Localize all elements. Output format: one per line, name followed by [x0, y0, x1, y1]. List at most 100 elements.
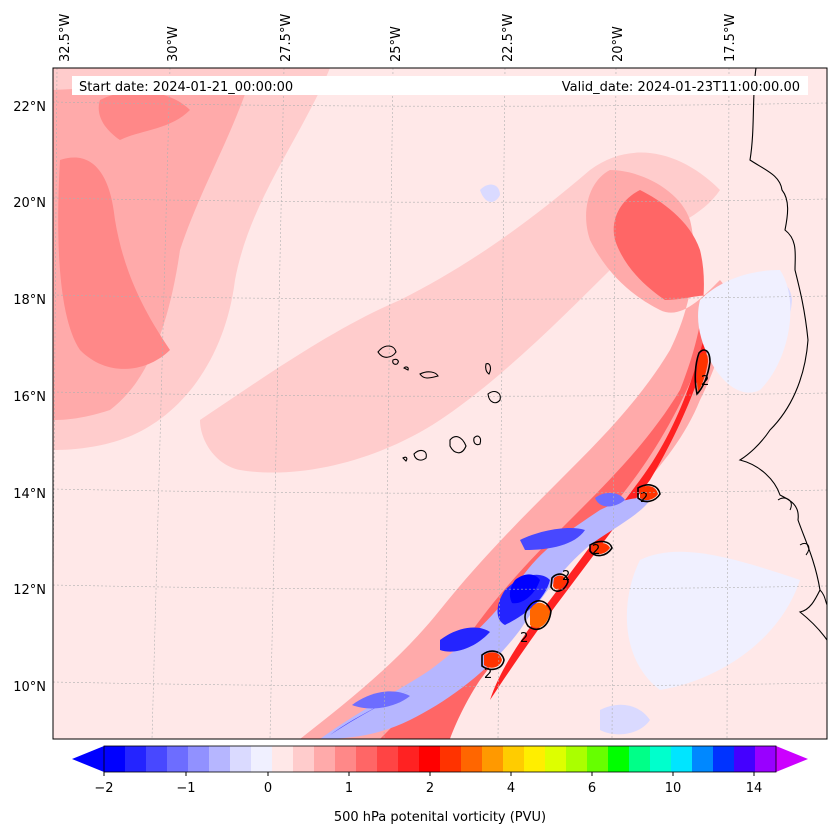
africa-coastline	[738, 68, 827, 641]
pv-core-5	[640, 486, 658, 501]
colorbar-swatch-30	[734, 746, 756, 772]
colorbar-swatch-18	[482, 746, 504, 772]
colorbar-swatch-27	[671, 746, 693, 772]
start-date: Start date: 2024-01-21_00:00:00	[79, 80, 293, 95]
cbar-tick-label-3: 1	[345, 781, 353, 796]
colorbar-outline	[103, 745, 777, 773]
colorbar-swatch-25	[629, 746, 651, 772]
cbar-tick-label-4: 2	[426, 781, 434, 796]
lat-label-16: 16°N	[13, 390, 46, 405]
pv-contour-2	[481, 650, 505, 671]
colorbar-swatch-9	[293, 746, 315, 772]
lon-label-22-5: 22.5°W	[501, 14, 516, 62]
colorbar-swatch-20	[524, 746, 546, 772]
colorbar-swatch-15	[419, 746, 441, 772]
pv-negative-blob-3	[520, 528, 585, 550]
pv-field: 2 2 2 2 2 2	[53, 68, 827, 739]
colorbar-swatch-23	[587, 746, 609, 772]
lat-label-14: 14°N	[13, 487, 46, 502]
pv-2-contours	[481, 349, 711, 671]
pv-negative-southeast	[626, 551, 800, 690]
colorbar-swatch-11	[335, 746, 357, 772]
pv-region-west-inner	[58, 157, 170, 369]
pv-negative-north-1	[480, 184, 500, 202]
colorbar-swatch-0	[104, 746, 126, 772]
lon-label-25: 25°W	[389, 26, 404, 62]
colorbar-swatch-10	[314, 746, 336, 772]
cbar-tick-label-6: 6	[588, 781, 596, 796]
contour-label-1: 2	[701, 374, 709, 389]
colorbar-title: 500 hPa potenital vorticity (PVU)	[334, 810, 546, 825]
pv-core-3	[553, 575, 566, 590]
lon-label-32-5: 32.5°W	[58, 14, 73, 62]
lon-label-17-5: 17.5°W	[723, 14, 738, 62]
colorbar-swatches	[104, 746, 777, 772]
pv-negative-blob-5	[440, 627, 490, 652]
contour-label-5: 2	[520, 631, 528, 646]
colorbar-swatch-17	[461, 746, 483, 772]
latitude-labels: 22°N 20°N 18°N 16°N 14°N 12°N 10°N	[13, 100, 46, 695]
cbar-tick-label-5: 4	[507, 781, 515, 796]
colorbar-swatch-7	[251, 746, 273, 772]
cbar-tick-label-8: 14	[746, 781, 763, 796]
colorbar-swatch-1	[125, 746, 147, 772]
lat-label-10: 10°N	[13, 680, 46, 695]
date-banner	[72, 76, 808, 95]
pv-streamer-mid	[380, 190, 715, 739]
colorbar-extend-high	[776, 746, 808, 772]
pv-contour-4	[589, 540, 613, 557]
colorbar: −2 −1 0 1 2 4 6 10 14 500 hPa potenital …	[72, 745, 808, 825]
pv-core-6	[696, 352, 708, 392]
island-maio	[473, 435, 482, 446]
colorbar-swatch-4	[188, 746, 210, 772]
contour-label-3: 2	[592, 543, 600, 558]
pv-contour-5	[637, 484, 661, 503]
lat-label-12: 12°N	[13, 583, 46, 598]
contour-label-6: 2	[484, 667, 492, 682]
colorbar-swatch-13	[377, 746, 399, 772]
lat-label-22: 22°N	[13, 100, 46, 115]
island-boa-vista	[487, 391, 501, 404]
pv-core-1	[530, 602, 550, 628]
lat-label-20: 20°N	[13, 196, 46, 211]
colorbar-swatch-8	[272, 746, 294, 772]
lon-label-30: 30°W	[166, 26, 181, 62]
island-santiago	[449, 436, 467, 454]
pv-contour-6	[694, 349, 711, 396]
lon-label-27-5: 27.5°W	[279, 14, 294, 62]
pv-negative-blob-6	[352, 691, 410, 709]
colorbar-swatch-28	[692, 746, 714, 772]
valid-date: Valid_date: 2024-01-23T11:00:00.00	[562, 80, 800, 95]
island-fogo	[413, 449, 427, 461]
longitude-labels: 32.5°W 30°W 27.5°W 25°W 22.5°W 20°W 17.5…	[58, 14, 738, 62]
pv-negative-south	[600, 704, 650, 735]
lon-label-20: 20°W	[611, 26, 626, 62]
contour-label-4: 2	[562, 569, 570, 584]
island-sao-vicente	[392, 358, 399, 365]
pv-negative-blob-2	[509, 574, 540, 604]
colorbar-swatch-12	[356, 746, 378, 772]
contour-label-2: 2	[640, 491, 648, 506]
cbar-tick-label-7: 10	[665, 781, 682, 796]
pv-contour-1	[524, 600, 552, 631]
pv-negative-east-2	[698, 270, 791, 393]
pv-core-4	[592, 542, 610, 555]
colorbar-swatch-3	[167, 746, 189, 772]
island-santa-luzia	[403, 366, 409, 371]
pv-core-2	[484, 652, 502, 668]
colorbar-swatch-29	[713, 746, 735, 772]
colorbar-swatch-19	[503, 746, 525, 772]
colorbar-swatch-22	[566, 746, 588, 772]
lat-label-18: 18°N	[13, 293, 46, 308]
island-brava	[402, 456, 408, 462]
cbar-tick-label-2: 0	[264, 781, 272, 796]
colorbar-swatch-14	[398, 746, 420, 772]
colorbar-swatch-6	[230, 746, 252, 772]
colorbar-swatch-2	[146, 746, 168, 772]
colorbar-swatch-16	[440, 746, 462, 772]
colorbar-extend-low	[72, 746, 104, 772]
cbar-tick-label-0: −2	[94, 781, 113, 796]
island-sal	[485, 363, 491, 375]
island-santo-antao	[377, 345, 397, 358]
